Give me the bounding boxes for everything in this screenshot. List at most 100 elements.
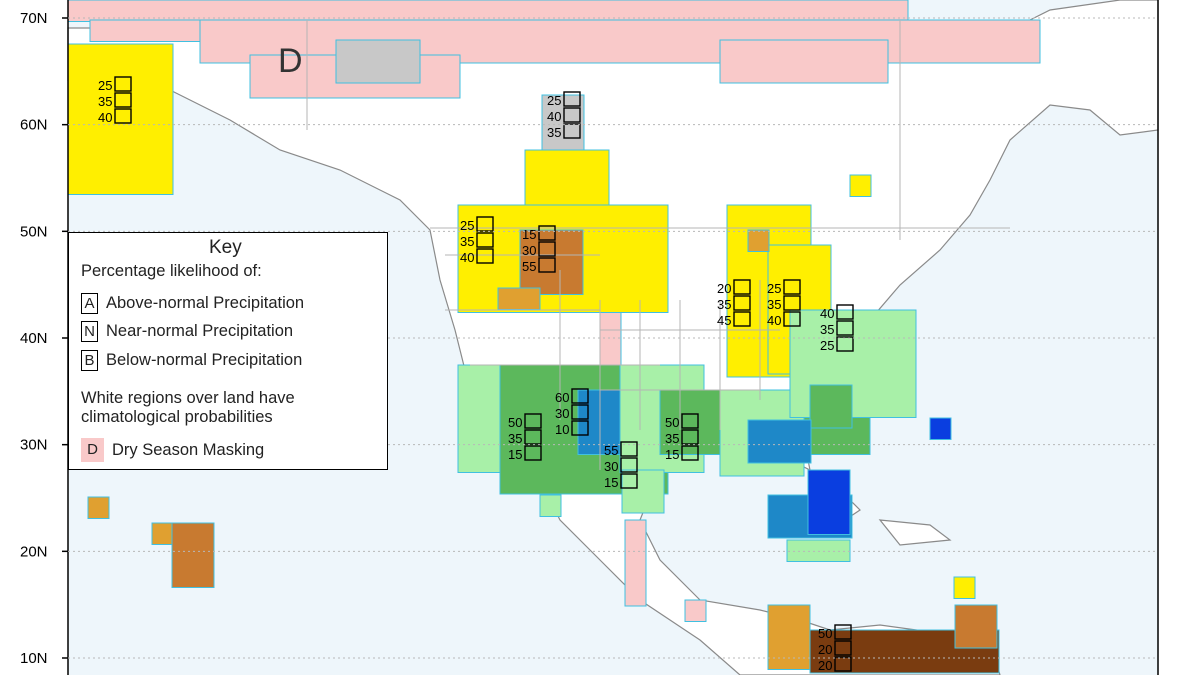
prob-value: 40 — [98, 110, 112, 125]
prob-value: 25 — [547, 93, 561, 108]
below-40-hudson — [849, 174, 872, 197]
dry-mask-arctic-5 — [719, 39, 889, 84]
prob-box — [836, 336, 854, 352]
above-60-florida — [747, 419, 812, 464]
prob-value: 15 — [665, 447, 679, 462]
prob-box — [524, 413, 542, 429]
key-row-below: B Below-normal Precipitation — [81, 350, 302, 371]
above-50-atlantic — [809, 384, 853, 429]
key-row-near: N Near-normal Precipitation — [81, 321, 293, 342]
prob-box — [783, 279, 801, 295]
prob-value: 35 — [547, 125, 561, 140]
prob-box — [620, 441, 638, 457]
prob-box — [538, 257, 556, 273]
prob-value: 30 — [604, 459, 618, 474]
key-row-dry: D Dry Season Masking — [81, 438, 264, 462]
above-40-mexico — [621, 469, 665, 514]
below-50-rockies — [497, 287, 541, 310]
prob-box — [563, 91, 581, 107]
prob-value: 30 — [522, 243, 536, 258]
prob-box — [620, 473, 638, 489]
lat-label-10N: 10N — [20, 650, 48, 667]
prob-box — [783, 311, 801, 327]
prob-value: 35 — [767, 297, 781, 312]
below-50-lakes — [747, 229, 770, 252]
key-letter-above: A — [81, 293, 98, 314]
lat-label-60N: 60N — [20, 117, 48, 134]
prob-box — [681, 413, 699, 429]
political-borders — [306, 20, 1010, 470]
prob-box — [834, 624, 852, 640]
prob-box — [681, 445, 699, 461]
prob-box — [114, 108, 132, 124]
key-text-below: Below-normal Precipitation — [106, 351, 303, 369]
prob-value: 25 — [820, 338, 834, 353]
prob-box — [476, 248, 494, 264]
key-subtitle: Percentage likelihood of: — [81, 262, 262, 280]
lat-label-70N: 70N — [20, 10, 48, 27]
prob-box — [681, 429, 699, 445]
landmass-2 — [878, 519, 952, 546]
prob-box — [524, 429, 542, 445]
prob-value: 40 — [547, 109, 561, 124]
prob-box — [836, 320, 854, 336]
prob-box — [524, 445, 542, 461]
prob-box — [620, 457, 638, 473]
dry-mask-pacific — [684, 599, 707, 622]
prob-value: 35 — [508, 431, 522, 446]
map-key: Key Percentage likelihood of: A Above-no… — [68, 232, 388, 470]
prob-value: 50 — [818, 626, 832, 641]
prob-value: 20 — [818, 642, 832, 657]
prob-box — [733, 311, 751, 327]
prob-box — [834, 656, 852, 672]
dry-mask-mexico — [624, 519, 647, 607]
prob-value: 25 — [767, 281, 781, 296]
prob-value: 45 — [717, 313, 731, 328]
below-50-central-america — [767, 604, 811, 670]
prob-box — [733, 295, 751, 311]
prob-box — [563, 107, 581, 123]
lat-label-30N: 30N — [20, 437, 48, 454]
above-60-texas — [577, 389, 621, 455]
below-60-rockies — [519, 229, 584, 295]
lat-label-50N: 50N — [20, 223, 48, 240]
lat-label-40N: 40N — [20, 330, 48, 347]
above-40-yucatan — [786, 539, 851, 562]
below-60-pacific — [171, 522, 215, 588]
dry-swatch: D — [81, 438, 104, 462]
prob-value: 10 — [555, 422, 569, 437]
prob-value: 40 — [460, 250, 474, 265]
key-note: White regions over land have climatologi… — [81, 389, 295, 426]
key-letter-near: N — [81, 321, 98, 342]
prob-box — [834, 640, 852, 656]
below-60-venezuela — [954, 604, 998, 649]
above-40-baja — [539, 494, 562, 517]
key-title: Key — [209, 237, 242, 258]
prob-value: 40 — [767, 313, 781, 328]
prob-value: 50 — [665, 415, 679, 430]
prob-value: 55 — [604, 443, 618, 458]
prob-box — [114, 76, 132, 92]
prob-box — [836, 304, 854, 320]
prob-box — [733, 279, 751, 295]
key-letter-below: B — [81, 350, 98, 371]
prob-value: 15 — [508, 447, 522, 462]
prob-box — [563, 123, 581, 139]
below-40-caribbean — [953, 576, 976, 599]
prob-box — [571, 404, 589, 420]
prob-value: 35 — [460, 234, 474, 249]
above-70-atlantic — [929, 417, 952, 440]
prob-value: 20 — [818, 658, 832, 673]
